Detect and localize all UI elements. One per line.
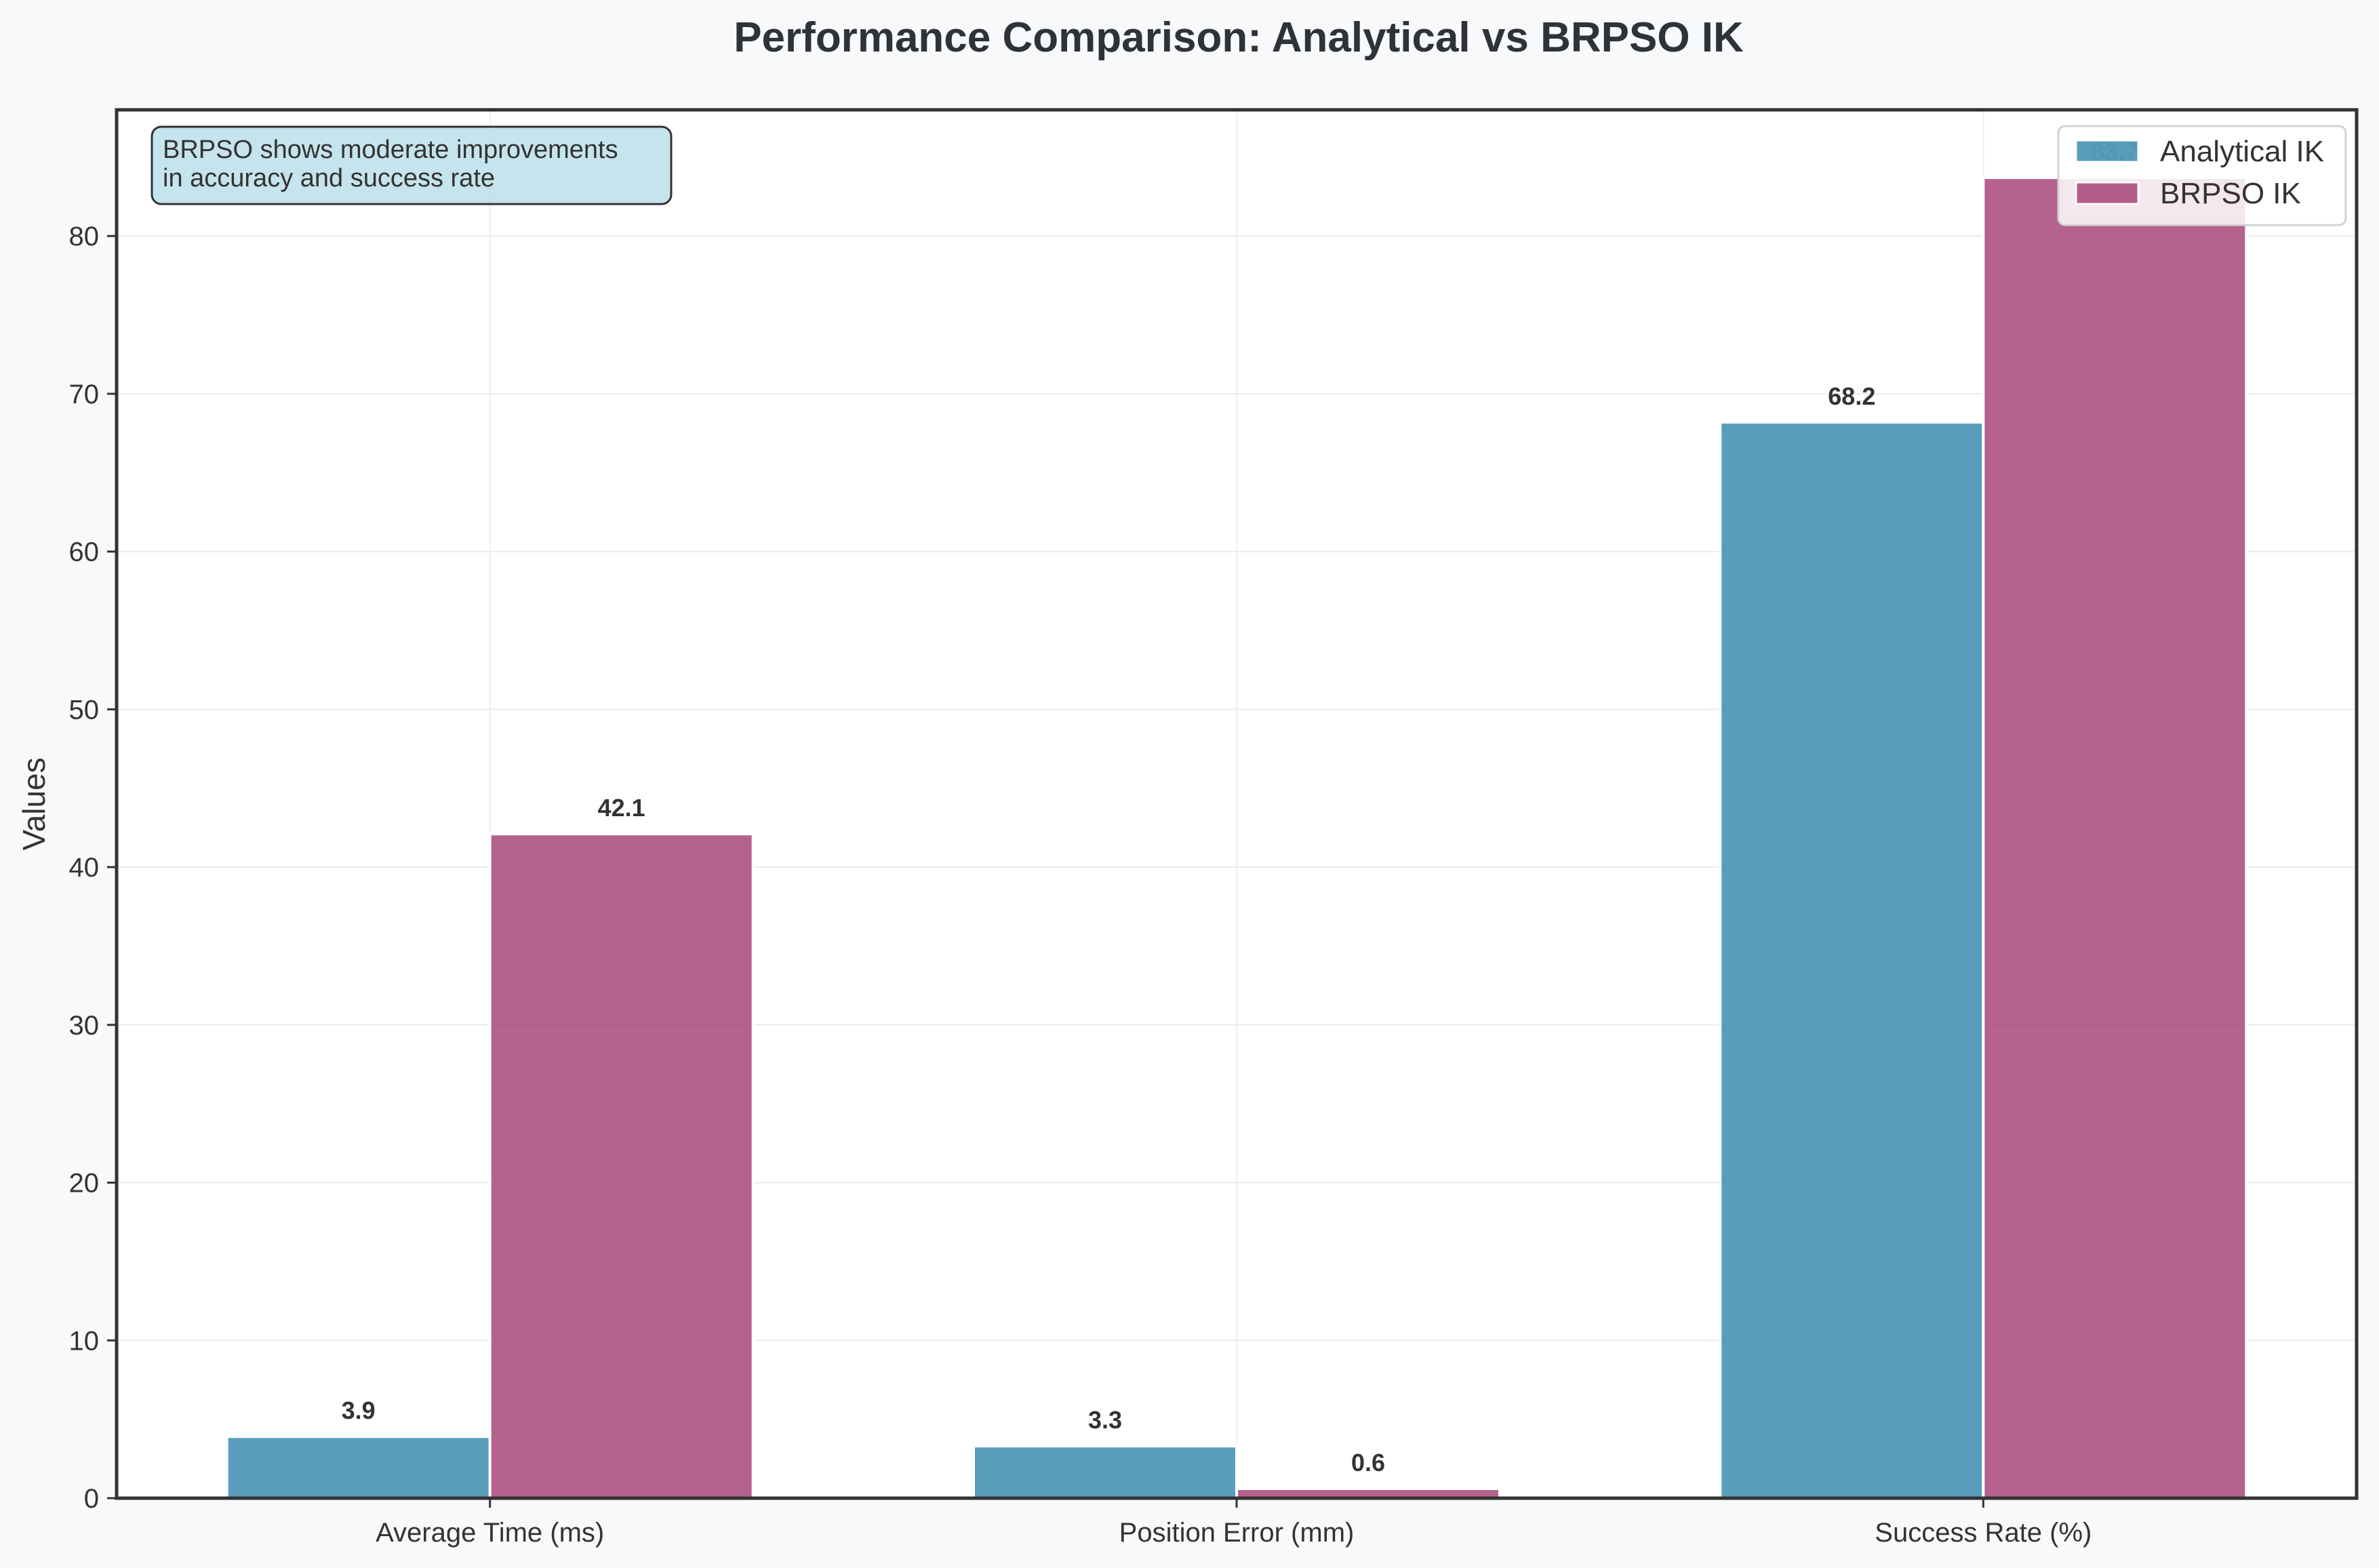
y-tick-label: 40 [69,853,100,883]
bars [225,176,2248,1500]
legend-label: Analytical IK [2160,135,2324,168]
y-tick-label: 70 [69,380,100,409]
y-tick-label: 10 [69,1326,100,1356]
legend-swatch [2075,181,2140,205]
legend-label: BRPSO IK [2160,177,2301,210]
legend: Analytical IK BRPSO IK [2057,125,2347,226]
y-axis-ticks: 0 10 20 30 40 50 60 70 80 [69,222,117,1514]
value-label: 3.9 [342,1396,376,1424]
y-tick-label: 20 [69,1169,100,1199]
value-label: 68.2 [1828,382,1875,410]
y-tick-label: 80 [69,222,100,252]
annotation-line: BRPSO shows moderate improvements [163,136,618,164]
bar-brpso-2 [1982,176,2248,1500]
bar-analytical-0 [225,1435,492,1500]
x-tick-label: Average Time (ms) [376,1518,604,1548]
legend-swatch [2075,139,2140,163]
x-tick-label: Position Error (mm) [1119,1518,1355,1548]
y-tick-label: 30 [69,1011,100,1041]
x-tick-label: Success Rate (%) [1875,1518,2092,1548]
value-label: 42.1 [598,794,645,822]
value-label: 3.3 [1088,1406,1122,1434]
y-axis-label: Values [16,757,52,850]
bar-analytical-1 [972,1445,1238,1500]
annotation-line: in accuracy and success rate [163,164,495,193]
bar-analytical-2 [1719,420,1985,1500]
x-axis-ticks: Average Time (ms) Position Error (mm) Succ… [376,1498,2092,1548]
y-tick-label: 0 [84,1484,99,1514]
value-label: 0.6 [1351,1449,1385,1476]
annotation-background [151,125,673,205]
y-tick-label: 50 [69,695,100,725]
bar-brpso-0 [488,832,755,1500]
y-tick-label: 60 [69,538,100,567]
chart-title: Performance Comparison: Analytical vs BR… [734,14,1744,61]
